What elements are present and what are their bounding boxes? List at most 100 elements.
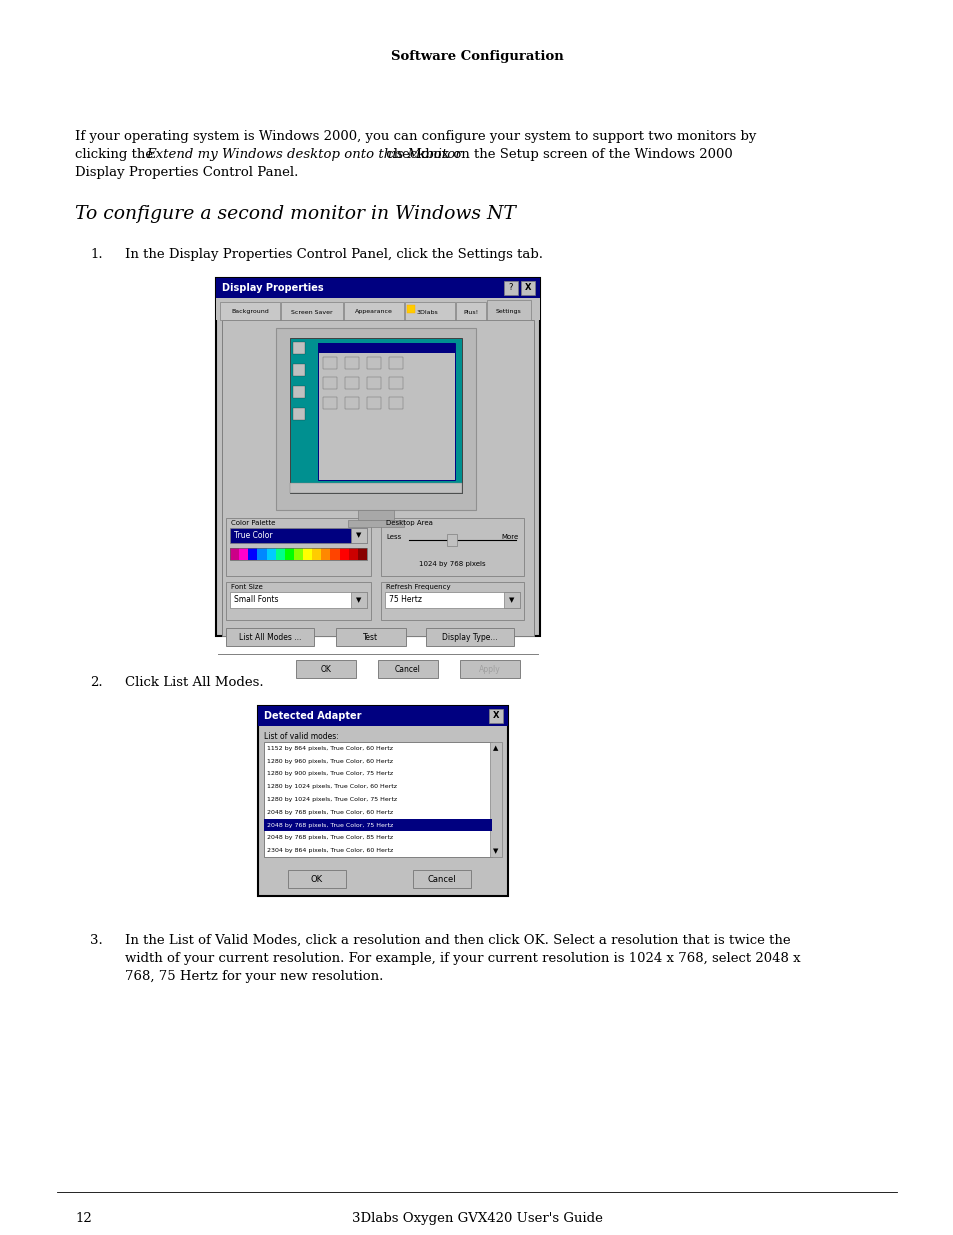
Text: To configure a second monitor in Windows NT: To configure a second monitor in Windows… xyxy=(75,205,516,224)
Text: List All Modes ...: List All Modes ... xyxy=(238,632,301,641)
Text: Apply: Apply xyxy=(478,664,500,673)
Text: X: X xyxy=(524,284,531,293)
Bar xyxy=(351,529,367,543)
Bar xyxy=(380,582,523,620)
Text: OK: OK xyxy=(320,664,331,673)
Bar xyxy=(293,342,305,354)
Bar xyxy=(220,303,280,320)
Bar xyxy=(317,343,455,353)
Bar xyxy=(288,869,346,888)
Text: In the List of Valid Modes, click a resolution and then click OK. Select a resol: In the List of Valid Modes, click a reso… xyxy=(125,934,790,947)
Bar xyxy=(257,706,507,726)
Text: ▼: ▼ xyxy=(355,532,361,538)
Text: Small Fonts: Small Fonts xyxy=(233,595,278,604)
Bar xyxy=(266,548,275,559)
Bar xyxy=(257,548,266,559)
Bar xyxy=(323,396,336,409)
Text: Cancel: Cancel xyxy=(395,664,420,673)
Text: In the Display Properties Control Panel, click the Settings tab.: In the Display Properties Control Panel,… xyxy=(125,248,542,261)
Bar xyxy=(290,338,461,493)
Bar xyxy=(257,706,507,897)
Text: 1280 by 960 pixels, True Color, 60 Hertz: 1280 by 960 pixels, True Color, 60 Hertz xyxy=(267,758,393,763)
Text: Screen Saver: Screen Saver xyxy=(291,310,333,315)
Text: Refresh Frequency: Refresh Frequency xyxy=(386,584,450,590)
Bar xyxy=(389,357,402,369)
Bar xyxy=(222,320,534,636)
Text: 3.: 3. xyxy=(90,934,103,947)
Bar xyxy=(389,377,402,389)
Text: Click List All Modes.: Click List All Modes. xyxy=(125,676,263,689)
Bar xyxy=(357,548,367,559)
Bar xyxy=(380,517,523,576)
Bar xyxy=(357,510,394,520)
Bar xyxy=(264,742,492,857)
Bar xyxy=(345,357,358,369)
Text: More: More xyxy=(501,534,518,540)
Text: Appearance: Appearance xyxy=(355,310,393,315)
Bar xyxy=(345,396,358,409)
Text: Software Configuration: Software Configuration xyxy=(390,49,563,63)
Text: ▼: ▼ xyxy=(509,597,515,603)
Bar xyxy=(389,396,402,409)
Text: 75 Hertz: 75 Hertz xyxy=(389,595,421,604)
Bar xyxy=(351,592,367,608)
Bar xyxy=(348,520,403,527)
Bar xyxy=(290,483,461,493)
Text: 768, 75 Hertz for your new resolution.: 768, 75 Hertz for your new resolution. xyxy=(125,969,383,983)
Bar xyxy=(349,548,357,559)
Bar xyxy=(293,387,305,398)
Bar xyxy=(520,282,535,295)
Bar xyxy=(339,548,349,559)
Bar xyxy=(413,869,471,888)
Bar xyxy=(490,742,501,857)
Bar xyxy=(226,582,371,620)
Text: 1280 by 900 pixels, True Color, 75 Hertz: 1280 by 900 pixels, True Color, 75 Hertz xyxy=(267,772,393,777)
Text: Test: Test xyxy=(363,632,378,641)
Bar xyxy=(294,548,303,559)
Text: Plus!: Plus! xyxy=(463,310,478,315)
Text: X: X xyxy=(493,711,498,720)
Text: 2.: 2. xyxy=(90,676,103,689)
Bar xyxy=(459,659,519,678)
Bar xyxy=(275,548,285,559)
Bar xyxy=(226,517,371,576)
Text: Desktop Area: Desktop Area xyxy=(386,520,433,526)
Text: 12: 12 xyxy=(75,1212,91,1225)
Bar xyxy=(317,343,455,480)
Text: 2048 by 768 pixels, True Color, 60 Hertz: 2048 by 768 pixels, True Color, 60 Hertz xyxy=(267,810,393,815)
Text: ▼: ▼ xyxy=(493,848,498,853)
Text: 1024 by 768 pixels: 1024 by 768 pixels xyxy=(418,561,485,567)
Text: width of your current resolution. For example, if your current resolution is 102: width of your current resolution. For ex… xyxy=(125,952,800,965)
Bar xyxy=(230,548,239,559)
Bar xyxy=(426,629,514,646)
Bar xyxy=(248,548,257,559)
Bar xyxy=(489,709,502,722)
Bar xyxy=(312,548,321,559)
Bar xyxy=(230,592,367,608)
Text: Color Palette: Color Palette xyxy=(231,520,275,526)
Bar xyxy=(405,303,455,320)
Text: 2048 by 768 pixels, True Color, 85 Hertz: 2048 by 768 pixels, True Color, 85 Hertz xyxy=(267,835,393,840)
Bar xyxy=(215,278,539,636)
Text: 1280 by 1024 pixels, True Color, 60 Hertz: 1280 by 1024 pixels, True Color, 60 Hert… xyxy=(267,784,396,789)
Text: clicking the: clicking the xyxy=(75,148,157,161)
Bar xyxy=(330,548,339,559)
Text: Settings: Settings xyxy=(496,309,521,314)
Bar xyxy=(239,548,248,559)
Bar xyxy=(230,548,367,559)
Text: Display Properties Control Panel.: Display Properties Control Panel. xyxy=(75,165,298,179)
Bar xyxy=(264,819,492,831)
Bar xyxy=(345,377,358,389)
Text: 1152 by 864 pixels, True Color, 60 Hertz: 1152 by 864 pixels, True Color, 60 Hertz xyxy=(267,746,393,751)
Bar xyxy=(215,298,539,320)
Bar xyxy=(321,548,330,559)
Bar xyxy=(486,300,531,320)
Text: ▲: ▲ xyxy=(493,745,498,751)
Bar xyxy=(503,282,517,295)
Text: List of valid modes:: List of valid modes: xyxy=(264,732,338,741)
Text: True Color: True Color xyxy=(233,531,273,540)
Bar xyxy=(285,548,294,559)
Text: ▼: ▼ xyxy=(355,597,361,603)
Text: If your operating system is Windows 2000, you can configure your system to suppo: If your operating system is Windows 2000… xyxy=(75,130,756,143)
Bar xyxy=(293,364,305,375)
